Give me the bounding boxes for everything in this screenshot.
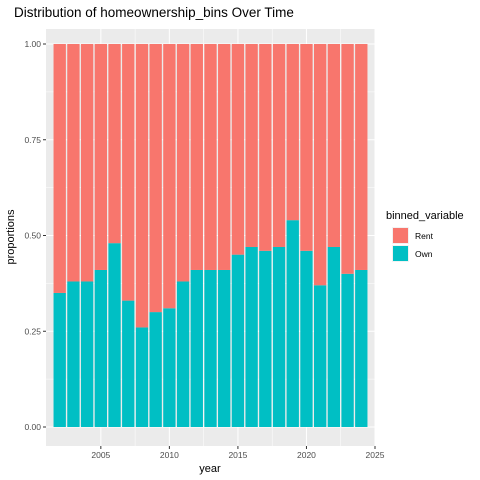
bar-own-2021 (313, 285, 327, 427)
bar-rent-2018 (272, 44, 286, 247)
bar-rent-2014 (218, 44, 231, 270)
y-axis-title: proportions (5, 209, 17, 265)
legend-label-rent: Rent (415, 231, 434, 241)
bar-rent-2004 (80, 44, 94, 282)
rent-series-bars (53, 44, 368, 328)
x-axis: 2005 2010 2015 2020 2025 (91, 446, 385, 460)
bar-rent-2023 (341, 44, 354, 274)
bar-own-2010 (163, 308, 176, 427)
bar-rent-2008 (135, 44, 149, 328)
bar-own-2004 (80, 281, 94, 427)
bar-rent-2010 (163, 44, 176, 309)
y-tick-label: 0.50 (24, 231, 41, 241)
bar-rent-2020 (300, 44, 313, 251)
y-tick-label: 0.00 (24, 422, 41, 432)
bar-own-2013 (204, 269, 217, 427)
bar-own-2002 (53, 292, 66, 427)
bar-rent-2007 (122, 44, 135, 301)
x-axis-title: year (199, 463, 221, 475)
x-tick-label: 2015 (228, 450, 247, 460)
bar-rent-2013 (204, 44, 217, 270)
bar-rent-2021 (313, 44, 327, 286)
x-tick-label: 2010 (160, 450, 179, 460)
bar-rent-2024 (355, 44, 368, 270)
bar-own-2012 (190, 269, 203, 427)
bar-own-2017 (259, 250, 272, 427)
y-tick-label: 0.25 (24, 326, 41, 336)
bar-rent-2015 (231, 44, 245, 255)
bar-own-2024 (355, 269, 368, 427)
bar-own-2015 (231, 254, 245, 427)
bar-own-2007 (122, 300, 135, 427)
x-tick-label: 2005 (91, 450, 110, 460)
bar-rent-2022 (327, 44, 341, 247)
y-tick-label: 1.00 (24, 39, 41, 49)
legend-title: binned_variable (386, 210, 464, 222)
legend: binned_variable Rent Own (386, 210, 464, 262)
bar-rent-2006 (108, 44, 121, 244)
bar-own-2020 (300, 250, 313, 427)
x-tick-label: 2020 (297, 450, 316, 460)
bar-rent-2009 (149, 44, 162, 313)
bar-own-2019 (286, 220, 299, 427)
y-tick-label: 0.75 (24, 135, 41, 145)
y-axis: 0.00 0.25 0.50 0.75 1.00 (24, 39, 46, 432)
bar-own-2009 (149, 312, 162, 427)
bar-rent-2012 (190, 44, 203, 270)
bar-own-2014 (218, 269, 231, 427)
chart-title: Distribution of homeownership_bins Over … (14, 5, 294, 20)
legend-swatch-own (393, 246, 408, 261)
x-tick-label: 2025 (366, 450, 385, 460)
bar-own-2016 (245, 246, 258, 427)
bar-own-2008 (135, 327, 149, 427)
legend-label-own: Own (415, 249, 433, 259)
bar-own-2022 (327, 246, 341, 427)
own-series-bars (53, 220, 368, 427)
legend-swatch-rent (393, 228, 408, 243)
bar-rent-2003 (67, 44, 80, 282)
bar-rent-2011 (176, 44, 190, 282)
bar-rent-2016 (245, 44, 258, 247)
bar-own-2005 (94, 269, 108, 427)
bar-own-2011 (176, 281, 190, 427)
bar-rent-2019 (286, 44, 299, 221)
bar-own-2018 (272, 246, 286, 427)
bar-rent-2005 (94, 44, 108, 270)
bar-own-2023 (341, 273, 354, 427)
bar-rent-2002 (53, 44, 66, 293)
bar-own-2003 (67, 281, 80, 427)
bar-own-2006 (108, 243, 121, 427)
bar-rent-2017 (259, 44, 272, 251)
